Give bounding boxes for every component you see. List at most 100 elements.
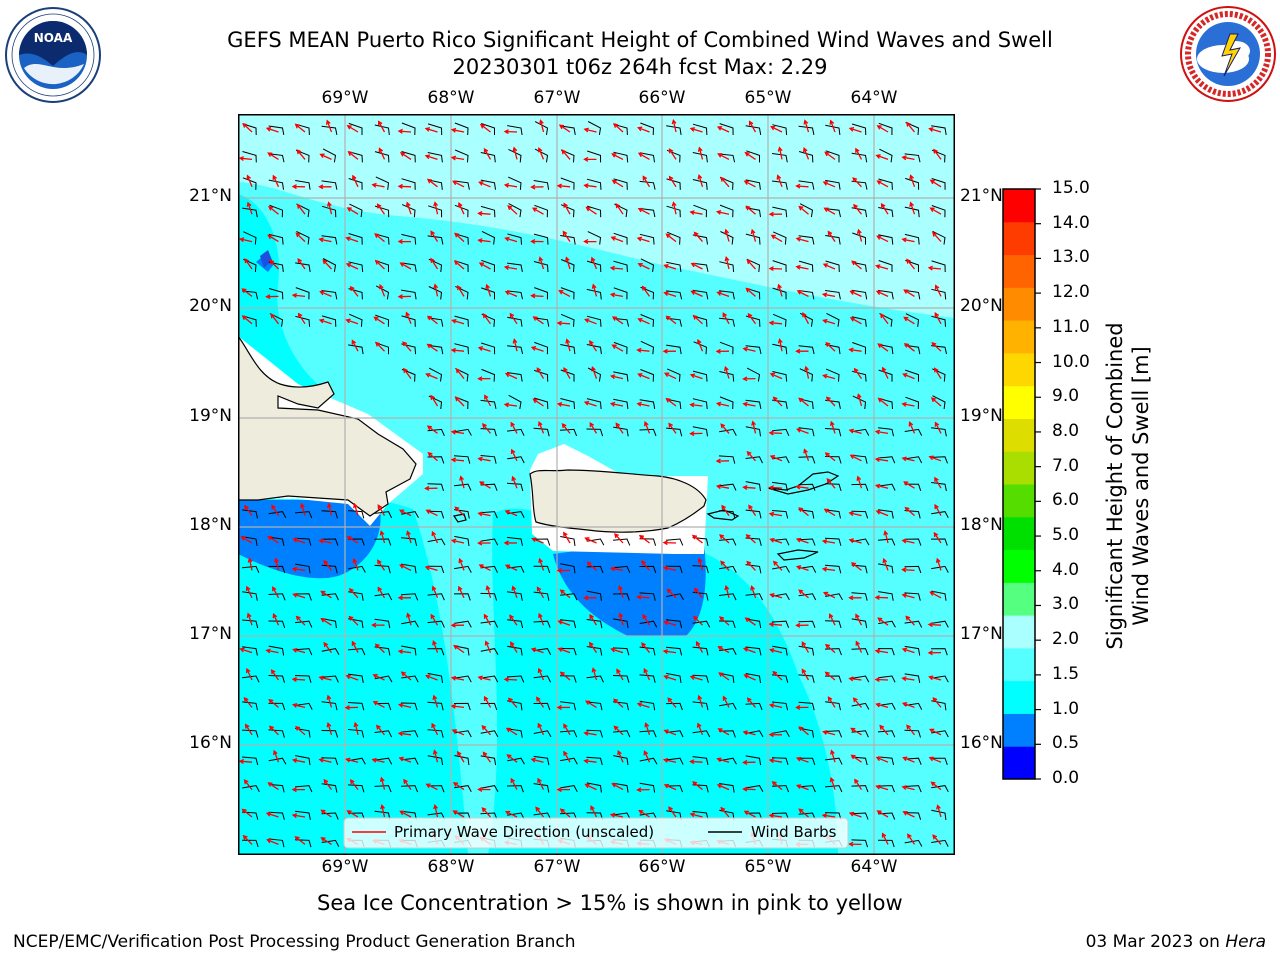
wave-direction-arrow — [265, 811, 279, 818]
wind-barb — [851, 839, 868, 848]
wave-direction-arrow — [876, 235, 889, 243]
wind-barb — [480, 730, 499, 738]
wind-barb — [719, 317, 735, 327]
wave-direction-arrow — [376, 203, 386, 215]
wind-barb — [427, 701, 444, 711]
wind-barb — [851, 510, 869, 519]
wave-direction-arrow — [613, 725, 624, 736]
wave-direction-arrow — [432, 640, 439, 653]
colorbar-swatch — [1003, 549, 1035, 583]
wind-barb — [586, 619, 603, 629]
wind-barb — [745, 207, 761, 218]
wind-barb — [877, 785, 895, 793]
wind-barb — [242, 785, 260, 792]
wave-direction-arrow — [380, 803, 386, 818]
wave-direction-arrow — [561, 423, 571, 434]
wave-direction-arrow — [610, 647, 624, 654]
wind-barb — [427, 483, 444, 492]
wind-barb — [904, 812, 922, 820]
wave-direction-arrow — [452, 810, 465, 818]
wind-barb — [771, 620, 790, 628]
wind-barb — [879, 148, 893, 163]
wave-direction-arrow — [564, 256, 571, 270]
wave-direction-arrow — [668, 806, 677, 818]
lon-label-bottom: 65°W — [744, 857, 792, 877]
wind-barb — [719, 396, 734, 410]
wave-direction-arrow — [583, 127, 597, 133]
wave-direction-arrow — [453, 260, 465, 270]
wave-direction-arrow — [323, 641, 333, 653]
wind-barb — [825, 179, 841, 190]
wave-direction-arrow — [585, 700, 597, 708]
wind-barb — [798, 125, 815, 135]
wind-barb — [824, 620, 842, 629]
wave-direction-arrow — [424, 127, 438, 133]
wave-direction-arrow — [769, 648, 783, 654]
wave-direction-arrow — [609, 566, 624, 572]
wind-barb — [852, 342, 867, 355]
wave-direction-arrow — [583, 156, 597, 162]
wind-barb — [374, 511, 393, 519]
wave-direction-arrow — [536, 586, 545, 599]
wave-direction-arrow — [821, 539, 836, 545]
wave-direction-arrow — [351, 339, 359, 352]
wave-direction-arrow — [537, 421, 545, 434]
wave-direction-arrow — [850, 562, 862, 571]
wave-direction-arrow — [853, 203, 863, 215]
wave-direction-arrow — [399, 152, 412, 160]
wave-direction-arrow — [742, 346, 756, 352]
wind-barb — [798, 483, 816, 491]
wave-direction-arrow — [353, 721, 359, 735]
wave-direction-arrow — [432, 749, 439, 763]
colorbar-swatch — [1003, 221, 1035, 256]
wave-direction-arrow — [906, 121, 916, 133]
wind-barb — [931, 427, 947, 437]
wind-barb — [851, 618, 868, 629]
wave-direction-arrow — [715, 401, 730, 407]
wind-barb — [507, 290, 523, 300]
wind-barb — [533, 648, 552, 656]
wind-barb — [454, 180, 470, 190]
wave-direction-arrow — [642, 613, 651, 626]
wind-barb — [692, 620, 711, 628]
wave-direction-arrow — [936, 804, 942, 818]
wind-barb — [559, 812, 578, 820]
wave-direction-arrow — [768, 813, 783, 819]
wind-barb — [772, 153, 788, 163]
wind-barb — [798, 398, 814, 410]
wave-direction-arrow — [503, 540, 518, 546]
wave-direction-arrow — [618, 612, 624, 626]
wind-barb — [904, 785, 922, 793]
wave-direction-arrow — [291, 184, 306, 190]
wave-direction-arrow — [583, 758, 597, 764]
wind-barb — [428, 367, 443, 382]
wave-direction-arrow — [617, 749, 624, 763]
lon-label-bottom: 68°W — [427, 857, 475, 877]
wave-direction-arrow — [883, 530, 889, 544]
wave-direction-arrow — [269, 259, 279, 270]
footer-organization: NCEP/EMC/Verification Post Processing Pr… — [13, 932, 576, 952]
wind-barb — [665, 785, 683, 793]
wave-direction-arrow — [935, 557, 942, 571]
wave-direction-arrow — [901, 401, 915, 407]
wave-direction-arrow — [425, 509, 438, 517]
wind-barb — [295, 755, 311, 766]
wave-direction-arrow — [483, 695, 492, 708]
wind-barb — [772, 231, 787, 245]
wave-direction-arrow — [565, 338, 571, 352]
nws-logo — [1180, 6, 1276, 102]
wind-barb — [613, 812, 631, 820]
wind-barb — [878, 260, 893, 272]
colorbar-title-line2: Wind Waves and Swell [m] — [1129, 346, 1153, 626]
wave-direction-arrow — [371, 182, 385, 188]
wave-direction-arrow — [689, 675, 703, 681]
wave-direction-arrow — [559, 671, 571, 681]
wave-direction-arrow — [295, 232, 306, 243]
wind-barb — [798, 538, 816, 546]
wind-barb — [719, 783, 735, 793]
wave-direction-arrow — [478, 262, 491, 270]
wind-barb — [507, 233, 522, 245]
wind-barb — [772, 701, 789, 711]
wave-direction-arrow — [638, 809, 650, 818]
wave-direction-arrow — [874, 648, 889, 654]
